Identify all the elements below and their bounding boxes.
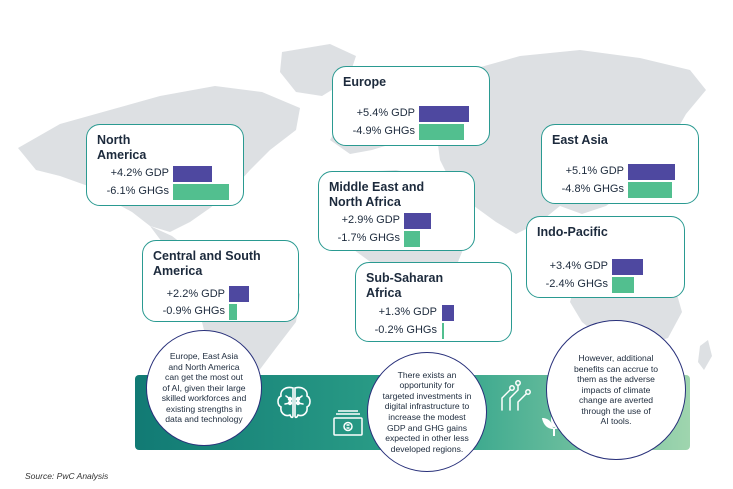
gdp-bar [173, 166, 212, 182]
region-card-indo-pacific: Indo-Pacific +3.4% GDP -2.4% GHGs [526, 216, 685, 298]
ghg-label: -0.9% GHGs [162, 305, 225, 317]
ghg-label: -4.8% GHGs [561, 183, 624, 195]
gdp-label: +5.4% GDP [356, 107, 415, 119]
note-bubble-right: However, additional benefits can accrue … [546, 320, 686, 460]
gdp-bar [612, 259, 644, 275]
gdp-bar [419, 106, 469, 122]
ghg-bar [612, 277, 635, 293]
gdp-label: +5.1% GDP [565, 165, 624, 177]
ghg-label: -6.1% GHGs [106, 185, 169, 197]
circuit-icon [501, 380, 531, 411]
gdp-label: +1.3% GDP [378, 306, 437, 318]
note-bubble-middle: There exists an opportunity for targeted… [367, 352, 487, 472]
ghg-bar [404, 231, 420, 247]
region-name: Central and South America [153, 249, 261, 278]
ghg-label: -4.9% GHGs [352, 125, 415, 137]
region-card-sub-saharan-africa: Sub-Saharan Africa +1.3% GDP -0.2% GHGs [355, 262, 512, 342]
gdp-label: +2.2% GDP [166, 288, 225, 300]
gdp-label: +2.9% GDP [341, 214, 400, 226]
region-name: East Asia [552, 133, 608, 147]
gdp-bar [628, 164, 675, 180]
region-card-mena: Middle East and North Africa +2.9% GDP -… [318, 171, 475, 251]
money-icon [333, 410, 363, 436]
region-name: North America [97, 133, 147, 162]
note-middle-text: There exists an opportunity for targeted… [382, 369, 472, 454]
region-card-europe: Europe +5.4% GDP -4.9% GHGs [332, 66, 490, 146]
gdp-bar [404, 213, 431, 229]
ghg-label: -1.7% GHGs [337, 232, 400, 244]
note-left-text: Europe, East Asia and North America can … [161, 350, 247, 425]
note-right-text: However, additional benefits can accrue … [573, 352, 659, 427]
ghg-bar [442, 323, 444, 339]
region-name: Middle East and North Africa [329, 180, 425, 209]
source-note: Source: PwC Analysis [25, 471, 109, 481]
ghg-bar [628, 182, 673, 198]
ghg-label: -0.2% GHGs [374, 324, 437, 336]
region-name: Sub-Saharan Africa [366, 271, 444, 300]
region-name: Indo-Pacific [537, 225, 608, 239]
ghg-bar [173, 184, 230, 200]
region-card-north-america: North America +4.2% GDP -6.1% GHGs [86, 124, 244, 206]
gdp-bar [229, 286, 250, 302]
gdp-label: +3.4% GDP [549, 260, 608, 272]
ghg-bar [229, 304, 238, 320]
ghg-label: -2.4% GHGs [545, 278, 608, 290]
region-card-east-asia: East Asia +5.1% GDP -4.8% GHGs [541, 124, 699, 204]
region-name: Europe [343, 75, 387, 89]
region-card-central-south-america: Central and South America +2.2% GDP -0.9… [142, 240, 299, 322]
gdp-bar [442, 305, 454, 321]
note-bubble-left: Europe, East Asia and North America can … [146, 330, 262, 446]
gdp-label: +4.2% GDP [110, 167, 169, 179]
brain-icon [277, 386, 311, 419]
ghg-bar [419, 124, 465, 140]
